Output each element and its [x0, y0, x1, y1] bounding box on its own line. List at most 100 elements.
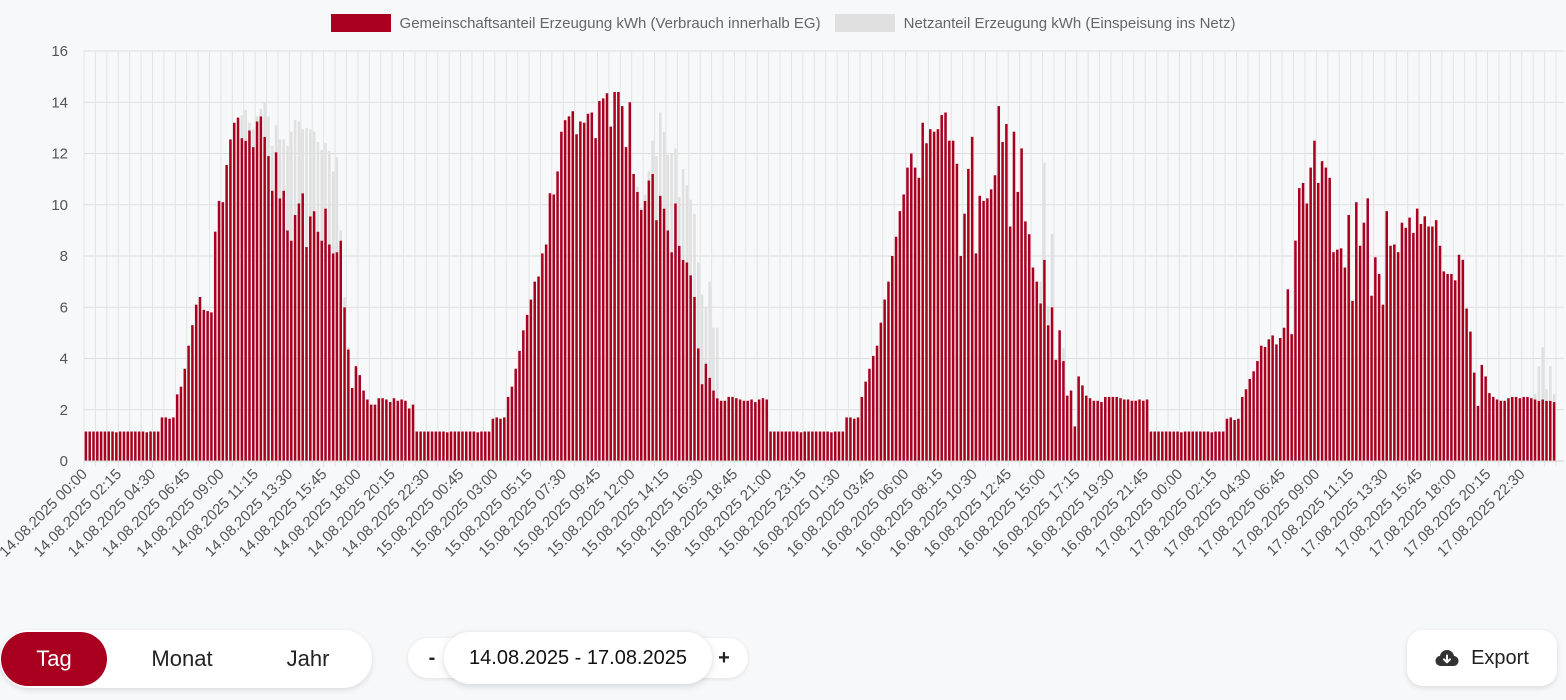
bar-community-share[interactable]	[697, 348, 700, 461]
bar-community-share[interactable]	[1088, 398, 1092, 461]
bar-community-share[interactable]	[754, 402, 757, 461]
bar-community-share[interactable]	[1530, 398, 1533, 461]
bar-community-share[interactable]	[107, 431, 110, 461]
bar-community-share[interactable]	[913, 167, 917, 461]
bar-community-share[interactable]	[598, 100, 601, 461]
bar-community-share[interactable]	[1069, 390, 1073, 461]
bar-community-share[interactable]	[514, 368, 517, 461]
bar-community-share[interactable]	[951, 140, 955, 461]
bar-community-share[interactable]	[529, 299, 533, 461]
bar-community-share[interactable]	[1377, 273, 1381, 461]
bar-grid-share[interactable]	[670, 153, 673, 253]
bar-community-share[interactable]	[297, 203, 301, 461]
bar-community-share[interactable]	[533, 281, 536, 461]
bar-grid-share[interactable]	[248, 122, 251, 131]
bar-community-share[interactable]	[761, 398, 765, 461]
bar-community-share[interactable]	[811, 431, 814, 461]
bar-community-share[interactable]	[833, 431, 837, 461]
bar-community-share[interactable]	[103, 431, 107, 461]
bar-community-share[interactable]	[236, 117, 240, 461]
bar-community-share[interactable]	[1187, 431, 1191, 461]
bar-grid-share[interactable]	[1050, 234, 1054, 308]
bar-community-share[interactable]	[628, 102, 632, 461]
bar-community-share[interactable]	[940, 115, 943, 461]
bar-community-share[interactable]	[541, 253, 544, 461]
bar-community-share[interactable]	[727, 396, 730, 461]
bar-community-share[interactable]	[1259, 345, 1263, 461]
bar-community-share[interactable]	[499, 418, 502, 461]
bar-community-share[interactable]	[685, 262, 689, 461]
bar-community-share[interactable]	[445, 432, 449, 461]
bar-community-share[interactable]	[594, 138, 597, 461]
bar-community-share[interactable]	[655, 220, 658, 461]
bar-community-share[interactable]	[590, 112, 594, 462]
bar-community-share[interactable]	[716, 398, 719, 461]
bar-community-share[interactable]	[495, 417, 498, 461]
bar-community-share[interactable]	[194, 304, 198, 461]
bar-community-share[interactable]	[883, 299, 886, 461]
bar-community-share[interactable]	[84, 431, 88, 461]
bar-community-share[interactable]	[1107, 396, 1111, 461]
bar-community-share[interactable]	[1488, 393, 1491, 461]
bar-community-share[interactable]	[1514, 396, 1518, 461]
bar-community-share[interactable]	[168, 418, 171, 461]
bar-community-share[interactable]	[179, 386, 183, 461]
bar-community-share[interactable]	[658, 195, 662, 461]
tab-year[interactable]: Jahr	[286, 646, 330, 671]
bar-community-share[interactable]	[560, 131, 563, 461]
bar-community-share[interactable]	[309, 216, 312, 461]
bar-community-share[interactable]	[415, 431, 419, 461]
bar-grid-share[interactable]	[647, 171, 651, 181]
bar-community-share[interactable]	[1480, 364, 1484, 461]
bar-community-share[interactable]	[959, 256, 962, 461]
bar-community-share[interactable]	[871, 355, 875, 461]
bar-community-share[interactable]	[689, 275, 692, 461]
legend-item-community-share[interactable]: Gemeinschaftsanteil Erzeugung kWh (Verbr…	[330, 14, 821, 32]
bar-community-share[interactable]	[967, 168, 970, 461]
bar-community-share[interactable]	[678, 245, 681, 461]
bar-community-share[interactable]	[932, 131, 936, 461]
bar-grid-share[interactable]	[651, 140, 654, 174]
bar-community-share[interactable]	[187, 345, 190, 461]
bar-community-share[interactable]	[795, 431, 799, 461]
bar-community-share[interactable]	[1031, 267, 1035, 461]
bar-community-share[interactable]	[891, 256, 894, 461]
bar-community-share[interactable]	[1221, 431, 1225, 461]
bar-community-share[interactable]	[484, 431, 487, 461]
bar-community-share[interactable]	[1503, 400, 1506, 461]
bar-community-share[interactable]	[1195, 431, 1198, 461]
bar-community-share[interactable]	[1336, 249, 1339, 461]
bar-community-share[interactable]	[369, 404, 373, 461]
bar-grid-share[interactable]	[255, 116, 259, 122]
bar-grid-share[interactable]	[343, 297, 346, 308]
legend-item-grid-share[interactable]: Netzanteil Erzeugung kWh (Einspeisung in…	[834, 14, 1235, 32]
bar-community-share[interactable]	[1145, 399, 1149, 462]
bar-community-share[interactable]	[1355, 202, 1358, 461]
bar-community-share[interactable]	[1294, 240, 1297, 461]
bar-community-share[interactable]	[381, 398, 384, 461]
bar-community-share[interactable]	[350, 387, 354, 461]
bar-community-share[interactable]	[388, 402, 392, 461]
bar-grid-share[interactable]	[1533, 394, 1537, 400]
bar-community-share[interactable]	[1400, 222, 1404, 461]
bar-grid-share[interactable]	[697, 262, 700, 349]
bar-community-share[interactable]	[1393, 244, 1396, 461]
bar-community-share[interactable]	[1533, 399, 1537, 462]
bar-grid-share[interactable]	[639, 207, 643, 210]
bar-community-share[interactable]	[1301, 182, 1305, 461]
bar-community-share[interactable]	[708, 377, 711, 461]
bar-community-share[interactable]	[1541, 399, 1544, 462]
bar-community-share[interactable]	[1100, 402, 1103, 461]
bar-community-share[interactable]	[1309, 167, 1312, 461]
bar-community-share[interactable]	[472, 431, 476, 461]
bar-community-share[interactable]	[1404, 227, 1408, 461]
bar-grid-share[interactable]	[301, 129, 304, 194]
bar-community-share[interactable]	[1073, 426, 1077, 461]
bar-community-share[interactable]	[1305, 203, 1309, 461]
bar-community-share[interactable]	[525, 314, 529, 461]
bar-community-share[interactable]	[567, 116, 571, 461]
bar-community-share[interactable]	[1164, 431, 1168, 461]
bar-community-share[interactable]	[1469, 331, 1472, 461]
bar-community-share[interactable]	[1374, 257, 1377, 461]
bar-community-share[interactable]	[366, 399, 369, 462]
